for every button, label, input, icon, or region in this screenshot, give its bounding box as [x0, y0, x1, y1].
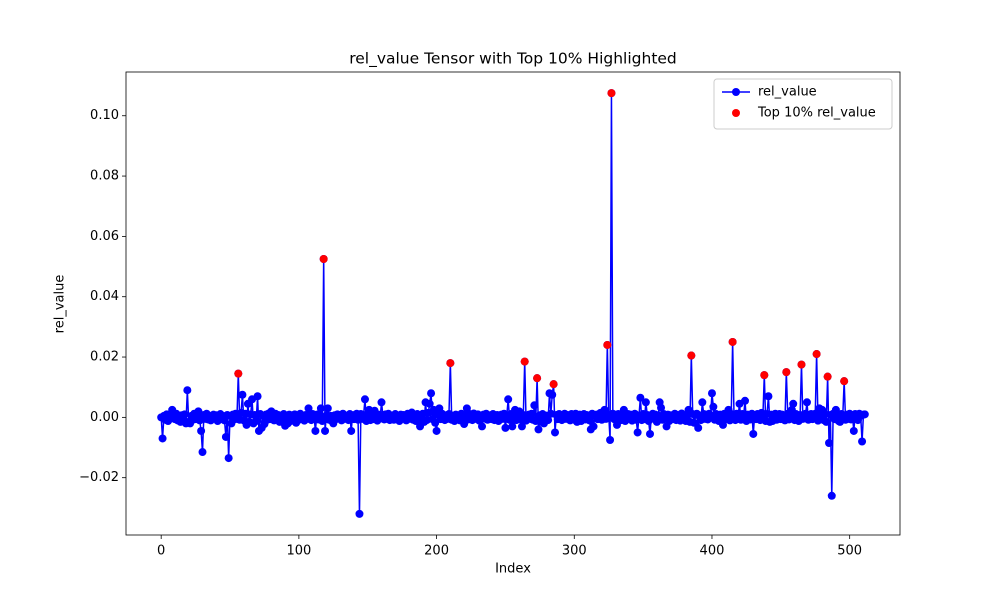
point — [760, 371, 769, 380]
point — [530, 401, 539, 410]
point — [198, 448, 207, 457]
point — [789, 399, 798, 408]
point — [603, 340, 612, 349]
point — [849, 426, 858, 435]
point — [321, 426, 330, 435]
point — [534, 425, 543, 434]
point — [749, 429, 758, 438]
point — [812, 350, 821, 359]
point — [355, 509, 364, 518]
legend-box — [713, 78, 893, 130]
point — [550, 428, 559, 437]
point — [827, 491, 836, 500]
legend: rel_value Top 10% rel_value — [713, 78, 893, 130]
point — [234, 369, 243, 378]
point — [549, 380, 558, 389]
point — [360, 395, 369, 404]
x-tick-label: 500 — [837, 544, 862, 559]
point — [501, 423, 510, 432]
point — [224, 454, 233, 463]
y-tick-label: −0.02 — [79, 470, 119, 485]
y-tick-label: 0.00 — [90, 410, 119, 425]
point — [548, 390, 557, 399]
point — [858, 437, 867, 446]
y-tick-label: 0.04 — [90, 289, 119, 304]
point — [316, 404, 325, 413]
point — [520, 357, 529, 366]
point — [318, 416, 327, 425]
y-axis-label: rel_value — [53, 275, 68, 334]
point — [860, 410, 869, 419]
point — [304, 404, 313, 413]
x-tick-label: 0 — [157, 544, 165, 559]
series — [234, 89, 849, 389]
point — [709, 402, 718, 411]
point — [782, 368, 791, 377]
legend-label: rel_value — [758, 85, 817, 100]
y-tick-label: 0.10 — [90, 108, 119, 123]
chart-title: rel_value Tensor with Top 10% Highlighte… — [349, 50, 677, 69]
y-tick-label: 0.02 — [90, 350, 119, 365]
point — [687, 351, 696, 360]
point — [504, 395, 513, 404]
point — [707, 389, 716, 398]
point — [657, 403, 666, 412]
point — [377, 398, 386, 407]
legend-marker — [732, 88, 740, 96]
point — [633, 428, 642, 437]
point — [641, 398, 650, 407]
x-tick-label: 400 — [700, 544, 725, 559]
legend-marker — [732, 109, 740, 117]
point — [180, 410, 189, 419]
point — [636, 393, 645, 402]
y-tick-label: 0.08 — [90, 169, 119, 184]
point — [508, 422, 517, 431]
point — [823, 372, 832, 381]
point — [197, 426, 206, 435]
point — [158, 434, 167, 443]
point — [432, 426, 441, 435]
point — [319, 255, 328, 264]
point — [252, 416, 261, 425]
point — [797, 360, 806, 369]
point — [840, 377, 849, 386]
x-tick-label: 300 — [562, 544, 587, 559]
legend-label: Top 10% rel_value — [757, 106, 876, 121]
point — [183, 386, 192, 395]
point — [347, 426, 356, 435]
point — [478, 422, 487, 431]
point — [764, 392, 773, 401]
point — [698, 398, 707, 407]
point — [221, 432, 230, 441]
point — [425, 399, 434, 408]
point — [427, 389, 436, 398]
x-tick-label: 100 — [286, 544, 311, 559]
series — [157, 89, 869, 518]
point — [238, 390, 247, 399]
point — [589, 422, 598, 431]
point — [607, 89, 616, 98]
point — [728, 337, 737, 346]
point — [822, 417, 831, 426]
point — [606, 435, 615, 444]
point — [694, 423, 703, 432]
x-tick-label: 200 — [424, 544, 449, 559]
point — [533, 374, 542, 383]
point — [517, 422, 526, 431]
point — [741, 396, 750, 405]
point — [311, 426, 320, 435]
point — [585, 416, 594, 425]
point — [825, 439, 834, 448]
y-tick-label: 0.06 — [90, 229, 119, 244]
point — [253, 392, 262, 401]
point — [323, 404, 332, 413]
point — [544, 416, 553, 425]
point — [646, 429, 655, 438]
plot-frame — [125, 71, 901, 536]
point — [527, 409, 536, 418]
point — [802, 398, 811, 407]
x-axis-label: Index — [495, 562, 531, 577]
point — [446, 359, 455, 368]
